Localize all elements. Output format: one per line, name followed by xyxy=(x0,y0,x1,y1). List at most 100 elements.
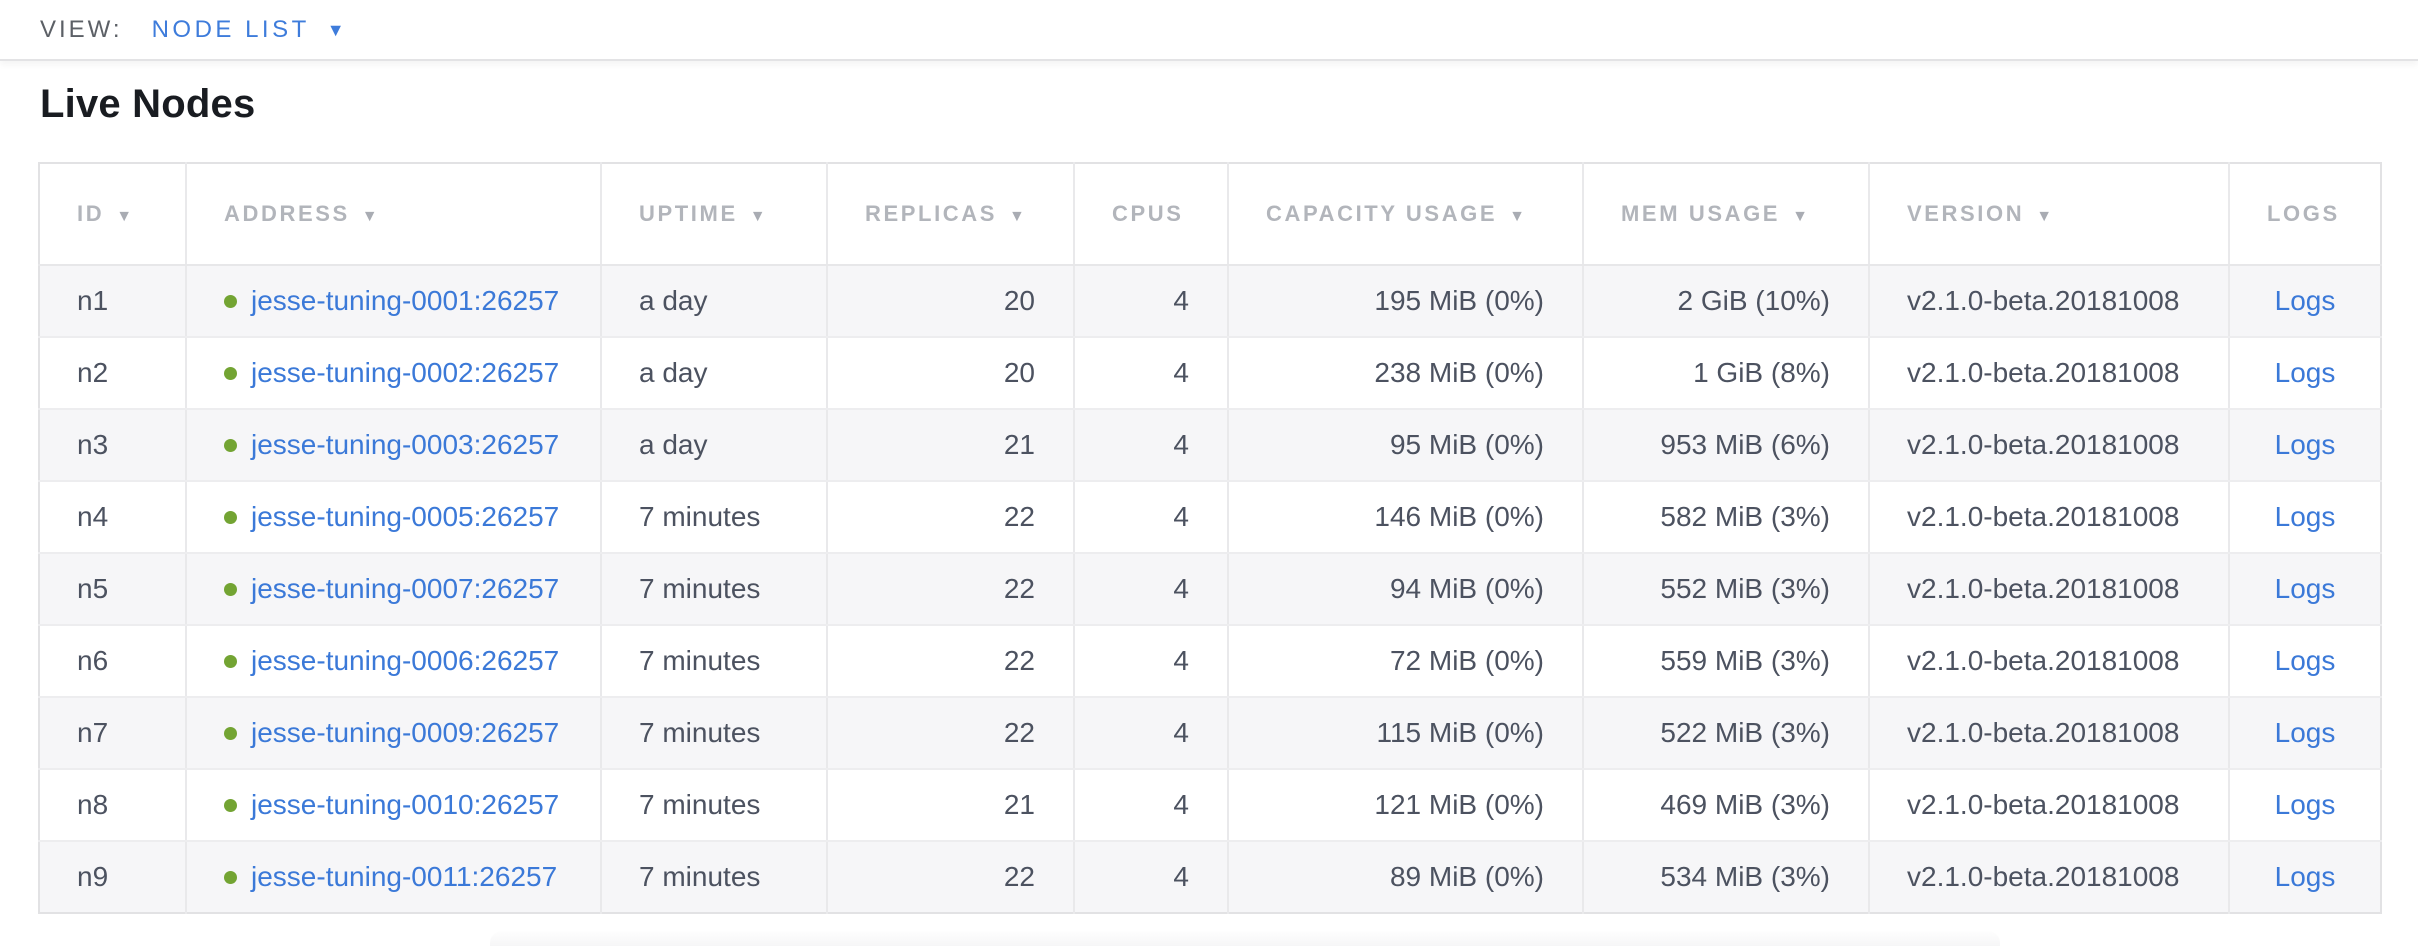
node-replicas-cell: 21 xyxy=(826,409,1074,482)
node-address-cell: jesse-tuning-0010:26257 xyxy=(185,769,601,842)
node-address-cell: jesse-tuning-0011:26257 xyxy=(185,841,601,913)
node-address-link[interactable]: jesse-tuning-0005:26257 xyxy=(251,501,560,532)
node-replicas-cell: 22 xyxy=(826,553,1074,626)
node-logs-link[interactable]: Logs xyxy=(2274,861,2336,892)
sort-desc-icon: ▼ xyxy=(749,208,769,225)
node-address-cell: jesse-tuning-0006:26257 xyxy=(185,625,601,698)
table-header-row: ID ▼ ADDRESS ▼ UPTIME ▼ REPLICAS ▼ CPUS CAPA… xyxy=(39,163,2381,266)
node-cpus-cell: 4 xyxy=(1073,769,1228,842)
node-address-link[interactable]: jesse-tuning-0001:26257 xyxy=(251,285,560,316)
node-table-row: n9 jesse-tuning-0011:26257 7 minutes 22 … xyxy=(39,841,2381,913)
node-mem-usage-cell: 559 MiB (3%) xyxy=(1582,625,1869,698)
node-id-cell: n4 xyxy=(39,481,186,554)
column-header-uptime[interactable]: UPTIME ▼ xyxy=(600,163,827,266)
node-capacity-usage-cell: 95 MiB (0%) xyxy=(1227,409,1583,482)
node-uptime-cell: 7 minutes xyxy=(600,841,827,913)
node-address-link[interactable]: jesse-tuning-0009:26257 xyxy=(251,717,560,748)
node-version-cell: v2.1.0-beta.20181008 xyxy=(1868,625,2229,698)
column-header-capacity-usage[interactable]: CAPACITY USAGE ▼ xyxy=(1227,163,1583,266)
node-logs-link[interactable]: Logs xyxy=(2274,429,2336,460)
node-logs-cell: Logs xyxy=(2228,481,2381,554)
node-logs-link[interactable]: Logs xyxy=(2274,645,2336,676)
node-address-cell: jesse-tuning-0007:26257 xyxy=(185,553,601,626)
node-logs-link[interactable]: Logs xyxy=(2274,357,2336,388)
sort-desc-icon: ▼ xyxy=(1509,208,1528,225)
node-version-cell: v2.1.0-beta.20181008 xyxy=(1868,769,2229,842)
node-health-dot-icon xyxy=(224,367,237,380)
node-capacity-usage-cell: 89 MiB (0%) xyxy=(1227,841,1583,913)
node-logs-cell: Logs xyxy=(2228,337,2381,410)
node-address-link[interactable]: jesse-tuning-0006:26257 xyxy=(251,645,560,676)
node-replicas-cell: 20 xyxy=(826,337,1074,410)
column-header-label: VERSION xyxy=(1907,201,2025,226)
node-health-dot-icon xyxy=(224,799,237,812)
node-mem-usage-cell: 469 MiB (3%) xyxy=(1582,769,1869,842)
sort-desc-icon: ▼ xyxy=(1009,208,1028,225)
node-address-link[interactable]: jesse-tuning-0011:26257 xyxy=(251,861,558,892)
node-address-link[interactable]: jesse-tuning-0010:26257 xyxy=(251,789,560,820)
node-mem-usage-cell: 953 MiB (6%) xyxy=(1582,409,1869,482)
node-logs-link[interactable]: Logs xyxy=(2274,285,2336,316)
node-table-row: n3 jesse-tuning-0003:26257 a day 21 4 95… xyxy=(39,409,2381,482)
view-dropdown[interactable]: NODE LIST ▼ xyxy=(152,16,345,44)
sort-desc-icon: ▼ xyxy=(1792,208,1811,225)
caret-down-icon[interactable]: ▼ xyxy=(326,19,345,40)
column-header-label: LOGS xyxy=(2267,201,2340,226)
column-header-id[interactable]: ID ▼ xyxy=(39,163,186,266)
node-replicas-cell: 21 xyxy=(826,769,1074,842)
node-id-cell: n5 xyxy=(39,553,186,626)
node-logs-link[interactable]: Logs xyxy=(2274,789,2336,820)
node-table-row: n6 jesse-tuning-0006:26257 7 minutes 22 … xyxy=(39,625,2381,698)
node-capacity-usage-cell: 146 MiB (0%) xyxy=(1227,481,1583,554)
column-header-label: REPLICAS xyxy=(865,201,998,226)
sort-desc-icon: ▼ xyxy=(361,208,381,225)
node-mem-usage-cell: 582 MiB (3%) xyxy=(1582,481,1869,554)
node-replicas-cell: 22 xyxy=(826,841,1074,913)
node-logs-cell: Logs xyxy=(2228,697,2381,770)
node-id-cell: n9 xyxy=(39,841,186,913)
view-dropdown-value[interactable]: NODE LIST xyxy=(151,15,310,43)
node-uptime-cell: a day xyxy=(600,265,827,338)
node-id-cell: n2 xyxy=(39,337,186,410)
next-panel-edge xyxy=(490,931,2000,946)
node-cpus-cell: 4 xyxy=(1073,265,1228,338)
column-header-logs[interactable]: LOGS xyxy=(2228,163,2381,266)
node-logs-cell: Logs xyxy=(2228,841,2381,913)
node-table-row: n7 jesse-tuning-0009:26257 7 minutes 22 … xyxy=(39,697,2381,770)
node-address-cell: jesse-tuning-0001:26257 xyxy=(185,265,601,338)
node-address-link[interactable]: jesse-tuning-0002:26257 xyxy=(251,357,560,388)
node-address-cell: jesse-tuning-0002:26257 xyxy=(185,337,601,410)
node-capacity-usage-cell: 121 MiB (0%) xyxy=(1227,769,1583,842)
column-header-cpus[interactable]: CPUS xyxy=(1073,163,1228,266)
column-header-version[interactable]: VERSION ▼ xyxy=(1868,163,2229,266)
node-version-cell: v2.1.0-beta.20181008 xyxy=(1868,553,2229,626)
node-uptime-cell: 7 minutes xyxy=(600,769,827,842)
node-uptime-cell: 7 minutes xyxy=(600,481,827,554)
node-capacity-usage-cell: 72 MiB (0%) xyxy=(1227,625,1583,698)
node-logs-link[interactable]: Logs xyxy=(2274,717,2336,748)
node-uptime-cell: a day xyxy=(600,337,827,410)
column-header-mem-usage[interactable]: MEM USAGE ▼ xyxy=(1582,163,1869,266)
column-header-replicas[interactable]: REPLICAS ▼ xyxy=(826,163,1074,266)
node-logs-cell: Logs xyxy=(2228,409,2381,482)
node-mem-usage-cell: 522 MiB (3%) xyxy=(1582,697,1869,770)
node-logs-link[interactable]: Logs xyxy=(2274,573,2336,604)
column-header-label: UPTIME xyxy=(639,201,738,226)
node-address-link[interactable]: jesse-tuning-0003:26257 xyxy=(251,429,560,460)
node-id-cell: n3 xyxy=(39,409,186,482)
sort-desc-icon: ▼ xyxy=(2036,208,2055,225)
node-cpus-cell: 4 xyxy=(1073,841,1228,913)
node-mem-usage-cell: 2 GiB (10%) xyxy=(1582,265,1869,338)
node-id-cell: n1 xyxy=(39,265,186,338)
node-logs-link[interactable]: Logs xyxy=(2274,501,2336,532)
node-logs-cell: Logs xyxy=(2228,265,2381,338)
view-label: VIEW: xyxy=(40,15,123,43)
node-health-dot-icon xyxy=(224,727,237,740)
column-header-label: MEM USAGE xyxy=(1621,201,1781,226)
node-address-cell: jesse-tuning-0009:26257 xyxy=(185,697,601,770)
node-capacity-usage-cell: 94 MiB (0%) xyxy=(1227,553,1583,626)
node-address-cell: jesse-tuning-0003:26257 xyxy=(185,409,601,482)
column-header-address[interactable]: ADDRESS ▼ xyxy=(185,163,601,266)
node-cpus-cell: 4 xyxy=(1073,625,1228,698)
node-address-link[interactable]: jesse-tuning-0007:26257 xyxy=(251,573,560,604)
